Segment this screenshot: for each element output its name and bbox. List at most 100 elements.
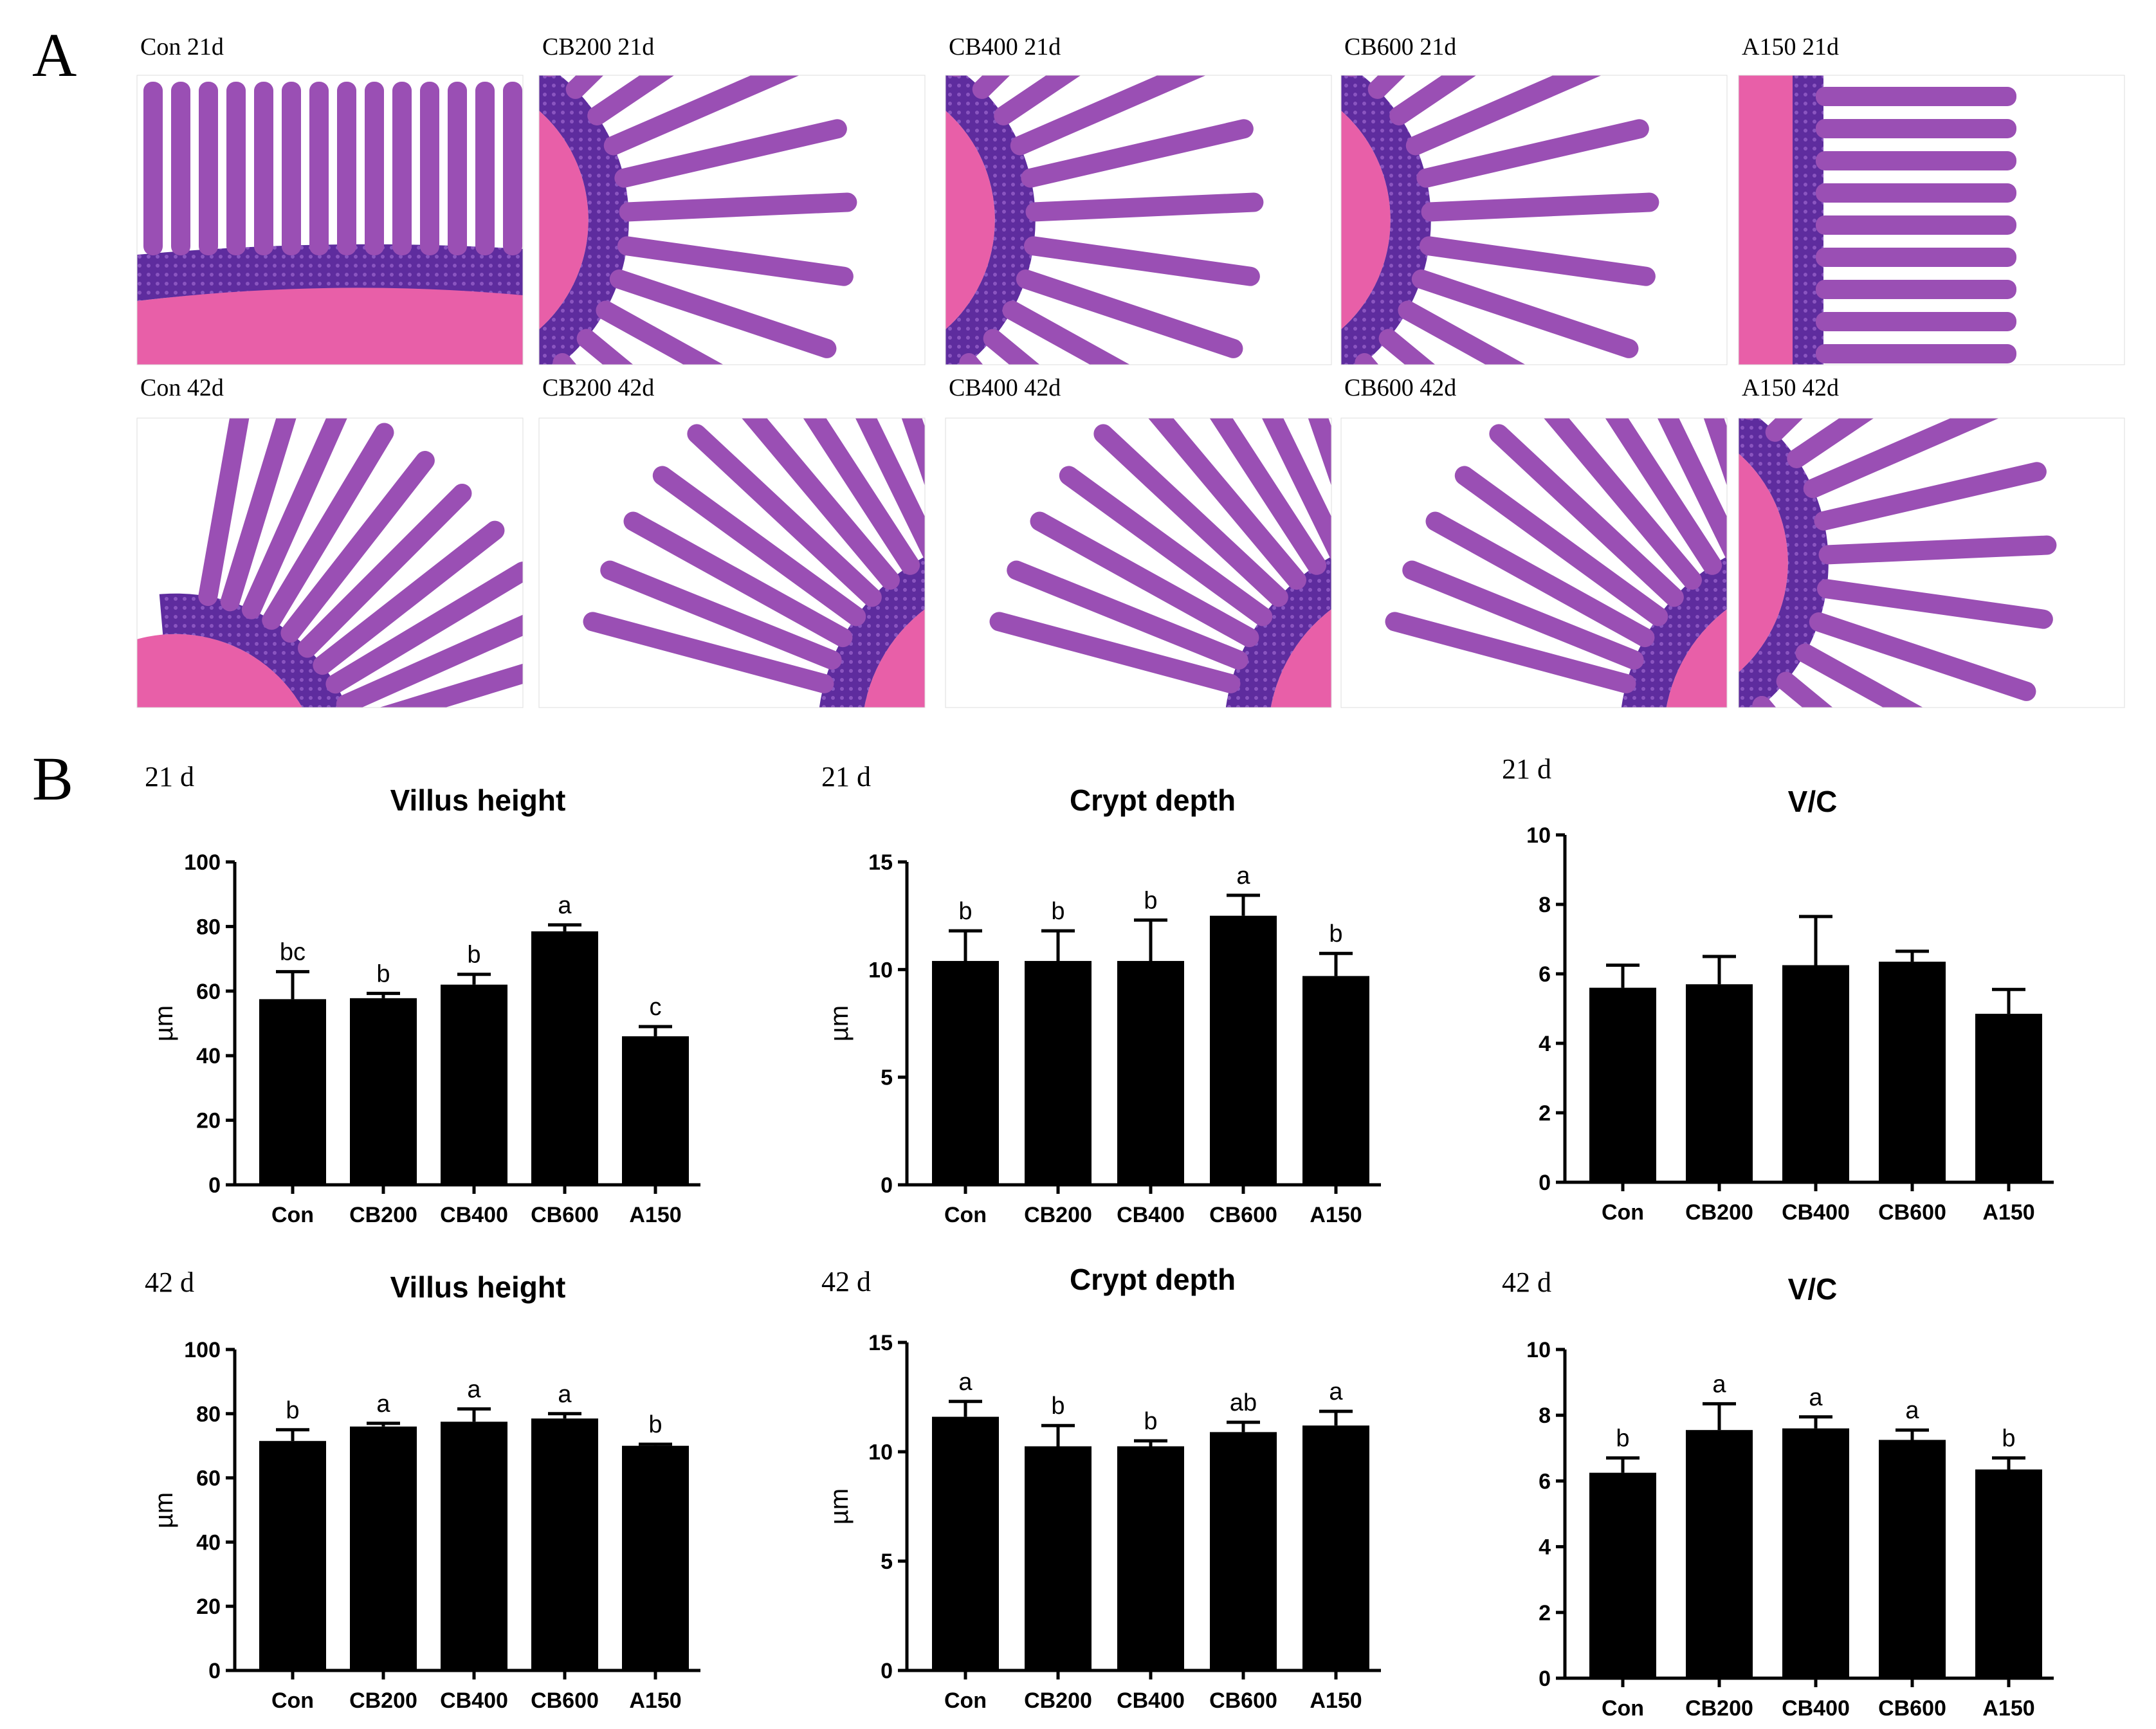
chart-title: Crypt depth	[1070, 1263, 1236, 1296]
bar	[531, 931, 598, 1185]
significance-letter: a	[558, 1381, 572, 1408]
micrograph-image	[1738, 75, 2125, 365]
y-tick-label: 0	[1539, 1667, 1551, 1691]
significance-letter: a	[1329, 1378, 1343, 1405]
y-tick-label: 5	[881, 1550, 893, 1574]
bar	[1210, 1432, 1277, 1670]
y-tick-label: 100	[184, 850, 221, 875]
bar	[1782, 1428, 1849, 1678]
significance-letter: a	[958, 1369, 973, 1396]
micrograph-image	[945, 417, 1332, 708]
x-tick-label: A150	[1982, 1696, 2034, 1721]
bar	[531, 1418, 598, 1670]
bar	[1782, 965, 1849, 1182]
chart-title: Crypt depth	[1070, 783, 1236, 817]
y-tick-label: 80	[196, 1402, 221, 1427]
x-tick-label: A150	[1982, 1200, 2034, 1225]
x-tick-label: Con	[944, 1688, 987, 1713]
bar-chart: 21 d V/C 0 2 4 6 8 10 Con CB200 CB400 CB600 A150	[1502, 753, 2054, 1225]
bar	[1302, 1425, 1369, 1670]
micrograph-label: A150 21d	[1742, 33, 1839, 60]
bar	[1879, 962, 1946, 1182]
significance-letter: b	[1051, 898, 1064, 925]
y-tick-label: 6	[1539, 1469, 1551, 1494]
significance-letter: b	[1144, 1408, 1157, 1435]
x-tick-label: CB200	[349, 1688, 417, 1713]
x-tick-label: CB400	[440, 1203, 508, 1227]
bar	[1117, 960, 1184, 1185]
y-tick-label: 60	[196, 1467, 221, 1491]
bar	[1117, 1446, 1184, 1670]
chart-group-label: 42 d	[145, 1267, 194, 1298]
significance-letter: b	[1329, 920, 1342, 947]
y-tick-label: 20	[196, 1595, 221, 1619]
y-tick-label: 4	[1539, 1032, 1551, 1056]
y-tick-label: 4	[1539, 1535, 1551, 1560]
panel-letter-b: B	[32, 744, 73, 813]
bar	[622, 1036, 689, 1185]
bar	[1686, 1430, 1753, 1678]
x-tick-label: Con	[1602, 1200, 1644, 1225]
bar-chart: 42 d V/C 0 2 4 6 8 10 b Con a CB200 a CB400 a CB600 b A15…	[1502, 1267, 2054, 1721]
chart-title: V/C	[1788, 1272, 1838, 1306]
bar	[1975, 1469, 2042, 1678]
micrograph-panel: Con 21d CB200 21d CB400 21d CB600 21d A150 2…	[136, 33, 2125, 708]
significance-letter: b	[286, 1397, 299, 1424]
bar	[441, 1422, 507, 1670]
bar	[350, 1426, 417, 1670]
x-tick-label: CB600	[531, 1203, 599, 1227]
micrograph-image	[1738, 417, 2125, 708]
x-tick-label: CB200	[1685, 1696, 1753, 1721]
x-tick-label: A150	[629, 1688, 681, 1713]
y-tick-label: 15	[868, 850, 893, 875]
chart-group-label: 42 d	[821, 1266, 871, 1297]
x-tick-label: CB600	[1209, 1688, 1277, 1713]
y-tick-label: 0	[881, 1173, 893, 1198]
bar	[350, 998, 417, 1185]
x-tick-label: CB200	[1024, 1688, 1092, 1713]
significance-letter: a	[1712, 1371, 1726, 1398]
y-tick-label: 0	[881, 1659, 893, 1683]
significance-letter: b	[958, 898, 972, 925]
micrograph-label: CB400 21d	[949, 33, 1061, 60]
x-tick-label: Con	[944, 1203, 987, 1227]
y-tick-label: 100	[184, 1338, 221, 1362]
y-tick-label: 6	[1539, 962, 1551, 987]
micrograph-label: CB200 42d	[542, 374, 654, 401]
y-tick-label: 0	[208, 1659, 221, 1683]
bar	[1589, 987, 1656, 1182]
y-tick-label: 10	[1526, 1338, 1551, 1362]
x-tick-label: CB600	[1878, 1200, 1946, 1225]
micrograph-image	[136, 75, 524, 365]
bar	[259, 999, 326, 1185]
chart-title: Villus height	[390, 1270, 566, 1304]
y-tick-label: 2	[1539, 1601, 1551, 1625]
micrograph-label: CB600 21d	[1344, 33, 1456, 60]
significance-letter: b	[1051, 1393, 1064, 1420]
y-tick-label: 60	[196, 980, 221, 1004]
bar	[1686, 984, 1753, 1182]
significance-letter: a	[1236, 863, 1250, 890]
significance-letter: b	[376, 960, 390, 987]
y-tick-label: 10	[1526, 823, 1551, 848]
x-tick-label: CB400	[1782, 1696, 1850, 1721]
micrograph-label: CB400 42d	[949, 374, 1061, 401]
significance-letter: bc	[280, 939, 306, 966]
micrograph-image	[945, 75, 1332, 365]
significance-letter: c	[650, 994, 662, 1021]
x-tick-label: A150	[1310, 1688, 1362, 1713]
y-tick-label: 80	[196, 915, 221, 939]
bar	[1210, 915, 1277, 1185]
micrograph-label: CB600 42d	[1344, 374, 1456, 401]
x-tick-label: CB600	[531, 1688, 599, 1713]
bar	[1302, 976, 1369, 1185]
significance-letter: b	[467, 942, 480, 969]
y-tick-label: 0	[1539, 1171, 1551, 1195]
chart-title: V/C	[1788, 785, 1838, 818]
y-tick-label: 0	[208, 1173, 221, 1198]
bar-chart: 42 d Crypt depth µm 0 5 10 15 a Con b CB200 b CB400 a…	[821, 1263, 1381, 1713]
chart-group-label: 21 d	[145, 761, 194, 792]
bar	[1879, 1440, 1946, 1678]
x-tick-label: Con	[1602, 1696, 1644, 1721]
